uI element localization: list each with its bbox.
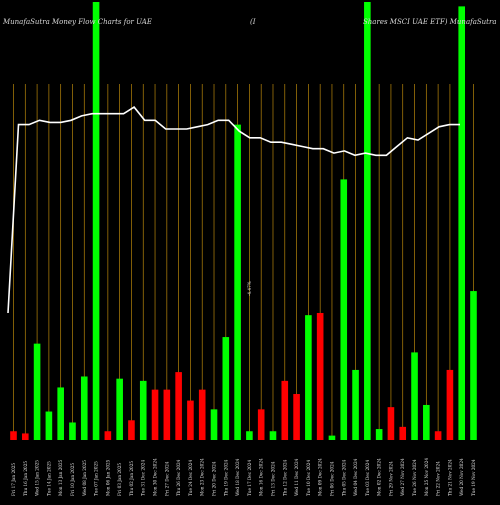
money-flow-bar	[210, 409, 218, 440]
x-tick-label: Fri 22 Nov 2024	[436, 461, 441, 496]
money-flow-bar	[45, 411, 53, 440]
price-line-layer	[7, 106, 460, 314]
money-flow-bar	[92, 2, 100, 440]
money-flow-bar	[57, 387, 64, 440]
x-tick-label: Mon 25 Nov 2024	[424, 458, 429, 496]
money-flow-bar	[269, 431, 277, 440]
x-tick-label: Mon 30 Dec 2024	[153, 458, 158, 496]
chart-title-left: MunafaSutra Money Flow Charts for UAE	[2, 18, 152, 26]
money-flow-bar	[116, 378, 123, 440]
price-line	[7, 106, 460, 314]
money-flow-bar	[69, 422, 76, 440]
money-flow-bar	[470, 291, 477, 440]
x-tick-label: Thu 05 Dec 2024	[341, 459, 346, 496]
x-tick-labels: Fri 17 Jan 2025 Thu 16 Jan 2025 Wed 15 Jan…	[11, 458, 476, 496]
money-flow-bar	[375, 429, 383, 440]
x-tick-label: Mon 09 Dec 2024	[318, 458, 323, 496]
money-flow-bar	[387, 407, 395, 440]
x-tick-label: Mon 13 Jan 2025	[58, 459, 63, 496]
x-tick-label: Fri 20 Dec 2024	[212, 461, 217, 496]
x-tick-label: Tue 03 Dec 2024	[365, 460, 370, 496]
money-flow-bar	[175, 372, 182, 440]
money-flow-bar	[139, 380, 147, 440]
money-flow-bar	[104, 431, 112, 440]
x-tick-label: Wed 18 Dec 2024	[235, 458, 240, 496]
x-tick-label: Tue 19 Nov 2024	[471, 459, 476, 496]
x-tick-label: Thu 21 Nov 2024	[447, 459, 452, 496]
money-flow-bar	[305, 315, 312, 440]
x-tick-label: Tue 14 Jan 2025	[46, 461, 51, 496]
money-flow-bar	[293, 394, 300, 440]
money-flow-bar	[222, 337, 230, 440]
x-tick-label: Fri 13 Dec 2024	[270, 461, 275, 496]
money-flow-bar	[340, 179, 348, 440]
x-tick-label: Fri 10 Jan 2025	[70, 463, 75, 496]
x-tick-label: Tue 10 Dec 2024	[306, 460, 311, 496]
x-tick-label: Fri 27 Dec 2024	[164, 461, 169, 496]
money-flow-bar	[458, 6, 466, 440]
money-flow-bar	[21, 433, 29, 440]
money-flow-bar	[10, 431, 17, 440]
money-flow-bar	[234, 124, 241, 440]
money-flow-bar	[352, 369, 359, 440]
money-flow-bar	[399, 426, 407, 440]
money-flow-bar	[281, 380, 289, 440]
money-flow-bar	[446, 369, 454, 440]
x-tick-label: Mon 16 Dec 2024	[259, 458, 264, 496]
money-flow-bar	[198, 389, 206, 440]
money-flow-bar	[163, 389, 171, 440]
x-tick-label: Thu 02 Jan 2025	[129, 461, 134, 496]
money-flow-bar	[246, 431, 253, 440]
x-tick-label: Wed 04 Dec 2024	[353, 458, 358, 496]
x-tick-label: Tue 07 Jan 2025	[94, 461, 99, 496]
money-flow-bar	[423, 404, 430, 440]
x-tick-label: Wed 11 Dec 2024	[294, 458, 299, 496]
x-tick-label: Fri 17 Jan 2025	[11, 463, 16, 496]
x-tick-label: Tue 26 Nov 2024	[412, 459, 417, 496]
money-flow-bar	[151, 389, 159, 440]
x-tick-label: Mon 06 Jan 2025	[105, 459, 110, 496]
money-flow-bar	[257, 409, 265, 440]
x-tick-label: Thu 26 Dec 2024	[176, 459, 181, 496]
x-tick-label: Tue 24 Dec 2024	[188, 460, 193, 496]
money-flow-bar	[411, 352, 418, 440]
money-flow-bar	[128, 420, 135, 440]
chart-title-right: Shares MSCI UAE ETF) MunafaSutra	[363, 18, 497, 26]
x-tick-label: Tue 31 Dec 2024	[141, 460, 146, 496]
chart-title-middle: (I	[250, 18, 256, 26]
change-annotation: -4.47%	[247, 281, 252, 296]
money-flow-bar	[434, 431, 442, 440]
x-tick-label: Wed 20 Nov 2024	[459, 458, 464, 496]
money-flow-bar	[33, 343, 41, 440]
x-tick-label: Fri 29 Nov 2024	[388, 461, 393, 496]
money-flow-bars	[10, 2, 477, 440]
money-flow-bar	[364, 2, 371, 440]
x-tick-label: Wed 08 Jan 2025	[82, 460, 87, 496]
x-tick-label: Wed 15 Jan 2025	[35, 460, 40, 496]
x-tick-label: Thu 19 Dec 2024	[223, 459, 228, 496]
money-flow-bar	[328, 435, 336, 440]
money-flow-bar	[80, 376, 88, 440]
x-tick-label: Mon 02 Dec 2024	[377, 458, 382, 496]
x-tick-label: Thu 16 Jan 2025	[23, 461, 28, 496]
x-tick-label: Fri 03 Jan 2025	[117, 463, 122, 496]
money-flow-bar	[187, 400, 194, 440]
money-flow-bar	[316, 312, 324, 440]
x-tick-label: Fri 06 Dec 2024	[329, 461, 334, 496]
x-tick-label: Thu 12 Dec 2024	[282, 459, 287, 496]
x-tick-label: Mon 23 Dec 2024	[200, 458, 205, 496]
x-tick-label: Wed 27 Nov 2024	[400, 458, 405, 496]
x-tick-label: Tue 17 Dec 2024	[247, 460, 252, 496]
